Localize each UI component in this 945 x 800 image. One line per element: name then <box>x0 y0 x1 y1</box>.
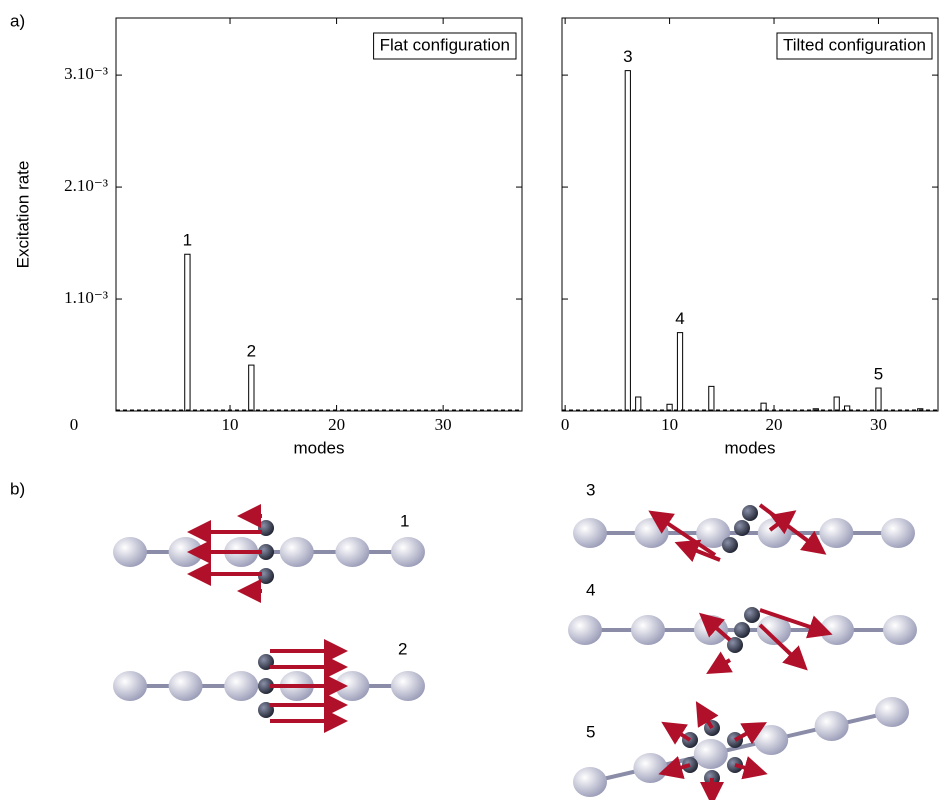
y-tick-label: 1.10⁻³ <box>64 288 108 307</box>
arrow <box>734 722 767 745</box>
panel-label: a) <box>10 11 25 30</box>
x-tick-label: 20 <box>766 415 783 434</box>
plot-frame <box>115 17 523 412</box>
atom <box>335 537 370 567</box>
atom <box>883 615 917 645</box>
atom <box>757 518 792 548</box>
bar <box>875 387 882 412</box>
bar <box>635 396 642 412</box>
atom <box>694 615 728 645</box>
x-tick-label: 10 <box>222 415 239 434</box>
atom <box>757 615 791 645</box>
bar <box>676 332 684 412</box>
arrow <box>698 612 732 642</box>
atom <box>631 615 665 645</box>
atom <box>168 671 203 701</box>
x-axis-label: modes <box>724 438 775 457</box>
chart-title: Tilted configuration <box>783 35 926 54</box>
atom <box>819 518 854 548</box>
y-tick-label: 3.10⁻³ <box>64 64 108 83</box>
plot-frame <box>561 17 939 412</box>
bar <box>844 405 851 412</box>
title-box <box>776 32 933 60</box>
bar-label: 3 <box>623 47 632 66</box>
atom <box>113 671 147 701</box>
x-tick-label: 20 <box>328 415 345 434</box>
x-tick-label: 30 <box>870 415 887 434</box>
atom <box>875 697 909 727</box>
atom <box>568 615 602 645</box>
atom <box>696 518 731 548</box>
title-box <box>373 32 517 60</box>
bar <box>184 253 191 412</box>
atom <box>633 753 668 783</box>
bar <box>248 364 255 412</box>
arrow <box>759 608 833 639</box>
bar-label: 1 <box>183 231 192 250</box>
structure-label: 4 <box>586 580 595 599</box>
atom <box>391 671 425 701</box>
atom <box>224 671 259 701</box>
carbon <box>734 622 750 638</box>
bar-label: 2 <box>247 342 256 361</box>
bar-label: 5 <box>874 365 883 384</box>
panel-label: b) <box>10 479 25 498</box>
atom <box>113 537 147 567</box>
carbon <box>258 544 274 560</box>
x-tick-label: 0 <box>561 415 570 434</box>
arrow <box>768 510 797 535</box>
x-tick-label: 10 <box>661 415 678 434</box>
arrow <box>658 756 691 780</box>
y-tick-label: 2.10⁻³ <box>64 176 108 195</box>
arrow <box>706 651 733 675</box>
structure-label: 3 <box>586 480 595 499</box>
bar <box>666 403 673 412</box>
x-axis-label: modes <box>293 438 344 457</box>
bar <box>833 396 840 412</box>
atom <box>814 711 849 741</box>
y-axis-label: Excitation rate <box>13 161 32 269</box>
structures: 1 2 3 4 5 <box>113 480 917 800</box>
chart-title: Flat configuration <box>380 35 510 54</box>
bar <box>708 385 715 412</box>
atom <box>693 739 728 769</box>
x-tick-label: 30 <box>435 415 452 434</box>
carbon <box>734 520 750 536</box>
y-tick-label: 0 <box>70 415 79 434</box>
atom <box>335 671 370 701</box>
structure-label: 1 <box>400 511 409 530</box>
atom <box>754 725 789 755</box>
carbon <box>744 607 760 623</box>
atom <box>573 518 607 548</box>
arrow <box>734 756 768 780</box>
structure-label: 5 <box>586 722 595 741</box>
carbon <box>742 505 758 521</box>
atom <box>881 518 915 548</box>
arrow <box>758 623 808 671</box>
bar <box>624 70 631 412</box>
arrow <box>648 510 717 557</box>
carbon <box>727 637 743 653</box>
bar <box>760 402 767 412</box>
atom <box>573 767 607 797</box>
arrow <box>661 721 692 745</box>
atom <box>391 537 425 567</box>
atom <box>279 537 314 567</box>
arrow <box>695 701 719 730</box>
carbon <box>258 678 274 694</box>
structure-label: 2 <box>398 639 407 658</box>
bar-label: 4 <box>675 309 684 328</box>
carbon <box>722 537 738 553</box>
arrow <box>674 539 721 563</box>
